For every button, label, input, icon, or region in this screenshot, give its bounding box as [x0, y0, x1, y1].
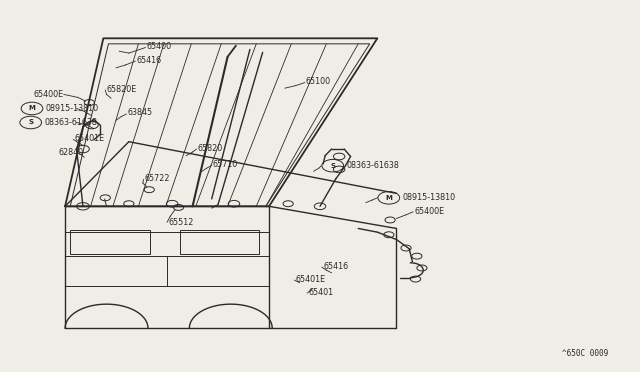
Text: 63845: 63845 — [127, 108, 153, 118]
Bar — [180, 230, 259, 254]
Text: 08915-13810: 08915-13810 — [403, 193, 456, 202]
Bar — [70, 230, 150, 254]
Text: 65100: 65100 — [306, 77, 331, 86]
Text: 08363-61638: 08363-61638 — [347, 161, 399, 170]
Text: 65820E: 65820E — [106, 85, 137, 94]
Text: 65401E: 65401E — [296, 275, 326, 284]
Text: 65401E: 65401E — [75, 134, 105, 143]
Text: 08915-13810: 08915-13810 — [46, 104, 99, 113]
Text: 65400E: 65400E — [414, 206, 444, 216]
Text: M: M — [29, 106, 35, 112]
Text: S: S — [28, 119, 33, 125]
Text: 65820: 65820 — [198, 144, 223, 153]
Text: M: M — [385, 195, 392, 201]
Text: 65416: 65416 — [323, 262, 348, 271]
Text: 65710: 65710 — [213, 160, 238, 169]
Text: 65512: 65512 — [168, 218, 194, 227]
Text: 62840: 62840 — [59, 148, 84, 157]
Text: 65722: 65722 — [145, 174, 170, 183]
Text: ^650C 0009: ^650C 0009 — [562, 349, 609, 358]
Text: 65416: 65416 — [136, 56, 162, 65]
Text: 65400E: 65400E — [33, 90, 63, 99]
Text: 65401: 65401 — [308, 288, 333, 297]
Text: S: S — [330, 163, 335, 169]
Text: 65400: 65400 — [147, 42, 172, 51]
Text: 08363-61638: 08363-61638 — [45, 118, 97, 127]
